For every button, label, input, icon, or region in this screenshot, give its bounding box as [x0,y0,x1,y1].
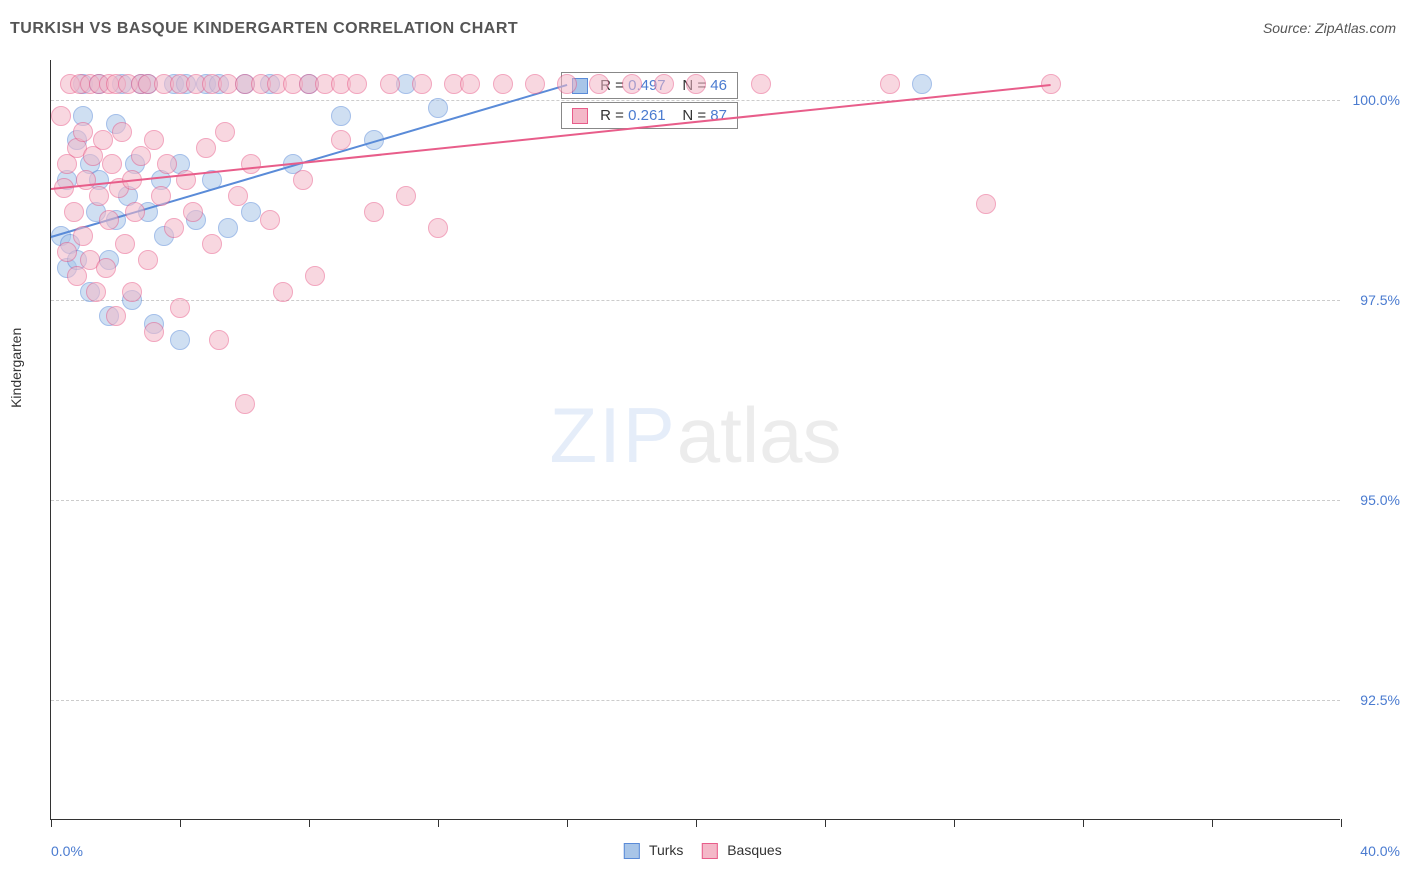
data-point [589,74,609,94]
data-point [364,202,384,222]
data-point [654,74,674,94]
data-point [331,130,351,150]
x-tick [825,819,826,827]
data-point [125,202,145,222]
data-point [396,186,416,206]
data-point [976,194,996,214]
data-point [106,306,126,326]
data-point [260,210,280,230]
x-tick [567,819,568,827]
data-point [235,394,255,414]
swatch-icon [572,108,588,124]
data-point [331,106,351,126]
data-point [122,282,142,302]
data-point [67,266,87,286]
data-point [157,154,177,174]
data-point [228,186,248,206]
x-tick [954,819,955,827]
watermark: ZIPatlas [549,389,841,480]
legend-label: Basques [727,842,781,858]
data-point [138,250,158,270]
data-point [880,74,900,94]
x-tick [51,819,52,827]
data-point [164,218,184,238]
data-point [131,146,151,166]
data-point [305,266,325,286]
data-point [209,330,229,350]
data-point [99,210,119,230]
y-tick-label: 100.0% [1345,92,1400,108]
data-point [144,322,164,342]
x-tick [696,819,697,827]
data-point [293,170,313,190]
data-point [170,330,190,350]
data-point [218,218,238,238]
data-point [380,74,400,94]
data-point [57,242,77,262]
x-tick [180,819,181,827]
x-tick [1083,819,1084,827]
data-point [493,74,513,94]
x-tick [309,819,310,827]
data-point [686,74,706,94]
x-tick [1341,819,1342,827]
legend: Turks Basques [609,842,781,859]
data-point [460,74,480,94]
data-point [170,298,190,318]
scatter-chart: ZIPatlas Kindergarten R = 0.497 N = 46 R… [50,60,1340,820]
chart-title: TURKISH VS BASQUE KINDERGARTEN CORRELATI… [10,20,518,37]
y-tick-label: 92.5% [1345,692,1400,708]
y-tick-label: 97.5% [1345,292,1400,308]
data-point [912,74,932,94]
stats-box-turks: R = 0.497 N = 46 [561,72,738,99]
data-point [51,106,71,126]
data-point [622,74,642,94]
legend-swatch-icon [623,843,639,859]
y-tick-label: 95.0% [1345,492,1400,508]
gridline [51,700,1340,701]
data-point [241,154,261,174]
data-point [96,258,116,278]
data-point [64,202,84,222]
data-point [428,98,448,118]
data-point [525,74,545,94]
x-tick [1212,819,1213,827]
data-point [751,74,771,94]
x-axis-min-label: 0.0% [51,843,83,859]
data-point [112,122,132,142]
data-point [102,154,122,174]
data-point [428,218,448,238]
data-point [144,130,164,150]
data-point [412,74,432,94]
data-point [151,186,171,206]
y-axis-title: Kindergarten [8,327,24,407]
data-point [86,282,106,302]
data-point [557,74,577,94]
data-point [215,122,235,142]
data-point [115,234,135,254]
data-point [93,130,113,150]
legend-swatch-icon [701,843,717,859]
gridline [51,500,1340,501]
data-point [73,226,93,246]
data-point [241,202,261,222]
data-point [273,282,293,302]
x-axis-max-label: 40.0% [1360,843,1400,859]
data-point [196,138,216,158]
data-point [183,202,203,222]
gridline [51,300,1340,301]
data-point [347,74,367,94]
gridline [51,100,1340,101]
legend-label: Turks [649,842,683,858]
x-tick [438,819,439,827]
source-label: Source: ZipAtlas.com [1263,20,1396,36]
data-point [73,122,93,142]
data-point [202,234,222,254]
data-point [89,186,109,206]
